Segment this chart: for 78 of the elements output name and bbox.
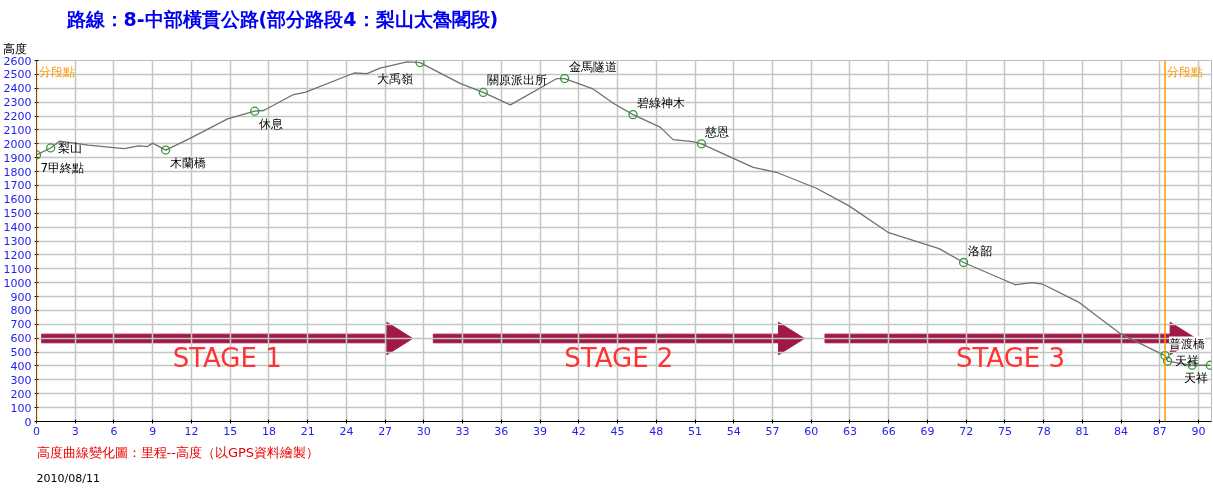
y-tick-label: 200 [10,387,32,401]
y-tick-label: 2500 [3,68,32,82]
x-tick-label: 57 [765,424,780,438]
annotation: 慈恩 [704,124,730,139]
annotation: 普渡橋 [1169,336,1206,351]
x-tick-label: 27 [378,424,393,438]
y-tick-label: 600 [10,332,32,346]
x-tick-label: 18 [261,424,276,438]
x-tick-label: 45 [610,424,625,438]
x-tick-label: 6 [110,424,118,438]
y-tick-label: 2000 [3,137,32,151]
y-tick-label: 300 [10,373,32,387]
y-tick-label: 2200 [3,110,32,124]
chart-title: 路線：8-中部橫貫公路(部分路段4：梨山太魯閣段) [65,7,499,30]
y-tick-label: 900 [10,290,32,304]
x-tick-label: 72 [959,424,974,438]
ref-line-label: 分段點 [38,64,75,79]
x-tick-label: 36 [494,424,509,438]
x-tick-label: 87 [1152,424,1167,438]
x-tick-label: 90 [1191,424,1206,438]
ref-line-label: 分段點 [1167,64,1204,79]
y-tick-label: 500 [10,346,32,360]
annotation: 7甲終點 [40,160,85,175]
y-tick-label: 1100 [3,262,32,276]
y-tick-label: 2600 [3,54,32,68]
x-tick-label: 54 [726,424,741,438]
x-tick-label: 48 [649,424,664,438]
text: 高度曲線變化圖：里程--高度（以GPS資料繪製） [36,444,320,460]
annotation: 關原派出所 [487,73,548,88]
x-tick-label: 84 [1114,424,1129,438]
annotation: STAGE 1 [172,342,282,373]
annotation: 碧綠神木 [637,95,686,110]
x-tick-label: 78 [1036,424,1051,438]
x-tick-label: 30 [416,424,431,438]
y-tick-label: 1700 [3,179,32,193]
y-tick-label: 1000 [3,276,32,290]
y-tick-label: 1400 [3,221,32,235]
x-tick-label: 66 [881,424,896,438]
annotation: STAGE 3 [955,342,1066,373]
x-tick-label: 51 [688,424,703,438]
x-tick-label: 42 [571,424,586,438]
y-tick-label: 800 [10,304,32,318]
x-tick-label: 21 [300,424,315,438]
x-tick-label: 81 [1075,424,1090,438]
x-tick-label: 9 [149,424,157,438]
y-tick-label: 1300 [3,235,32,248]
y-tick-label: 700 [10,318,32,332]
annotation: 梨山 [57,140,82,155]
x-tick-label: 63 [842,424,857,438]
y-tick-label: 1900 [3,151,32,165]
x-tick-label: 69 [920,424,935,438]
y-tick-label: 400 [10,359,32,373]
annotation: 大禹嶺 [376,71,413,86]
y-tick-label: 2100 [3,123,32,137]
x-tick-label: 12 [184,424,199,438]
annotation: 洛韶 [967,243,992,258]
annotation: STAGE 2 [564,342,674,373]
x-tick-label: 24 [339,424,354,438]
x-tick-label: 33 [455,424,470,438]
y-tick-label: 1600 [3,193,32,207]
annotation: 休息 [258,117,283,132]
x-tick-label: 15 [223,424,238,438]
x-tick-label: 75 [997,424,1012,438]
y-tick-label: 1200 [3,248,32,262]
x-tick-label: 60 [804,424,819,438]
x-tick-label: 39 [533,424,548,438]
y-tick-label: 1500 [3,207,32,221]
y-tick-label: 2400 [3,82,32,96]
annotation: 木蘭橋 [169,156,206,171]
annotation: 金馬隧道 [568,59,617,74]
y-axis-title: 高度 [2,41,27,56]
y-tick-label: 2300 [3,96,32,110]
y-tick-label: 100 [10,401,32,415]
y-tick-label: 0 [24,415,32,429]
annotation: 天祥 [1184,371,1209,386]
text: 2010/08/11 [36,471,100,485]
x-tick-label: 3 [71,424,79,438]
y-tick-label: 1800 [3,165,32,179]
